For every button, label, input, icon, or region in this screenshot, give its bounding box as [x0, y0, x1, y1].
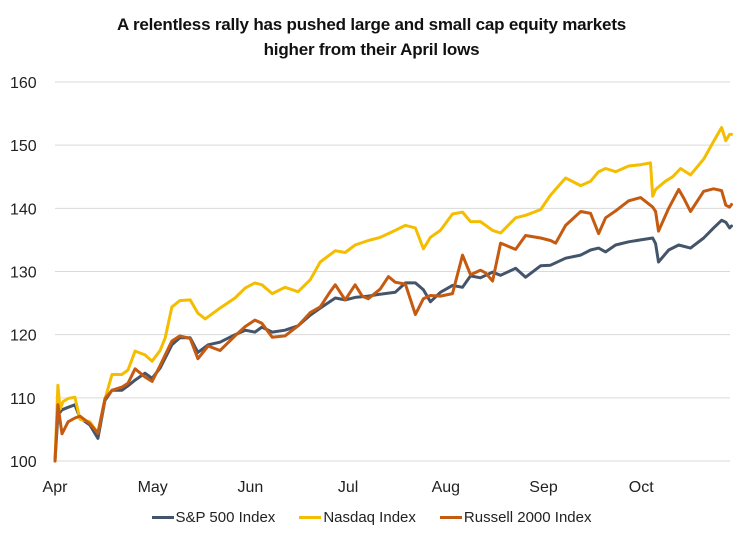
legend-item: S&P 500 Index	[151, 509, 276, 526]
y-tick-label: 100	[10, 454, 37, 471]
x-tick-label: Oct	[629, 479, 654, 496]
gridlines	[55, 81, 730, 462]
x-tick-label: Aug	[432, 479, 460, 496]
chart-title-line-1: A relentless rally has pushed large and …	[116, 15, 627, 34]
legend-label: S&P 500 Index	[175, 509, 276, 526]
x-tick-label: Jun	[238, 479, 264, 496]
legend-item: Russell 2000 Index	[439, 509, 592, 526]
y-tick-label: 160	[10, 75, 37, 92]
x-tick-label: Apr	[43, 479, 69, 496]
chart-title-line-2: higher from their April lows	[263, 40, 480, 59]
y-tick-label: 150	[10, 138, 37, 155]
x-tick-label: Jul	[338, 479, 358, 496]
x-tick-label: May	[138, 479, 168, 496]
legend-swatch	[151, 516, 174, 519]
y-tick-label: 130	[10, 265, 37, 282]
y-axis-ticks: 100 110 120 130 140 150 160	[10, 75, 37, 471]
y-tick-label: 110	[10, 391, 36, 408]
legend-swatch	[299, 516, 322, 519]
legend-item: Nasdaq Index	[299, 509, 416, 526]
legend-swatch	[439, 516, 462, 519]
x-tick-label: Sep	[529, 479, 558, 496]
series-line-nasdaq-index	[53, 126, 733, 463]
series-lines	[53, 126, 733, 463]
series-line-s-p-500-index	[53, 218, 733, 463]
chart-title: A relentless rally has pushed large and …	[0, 12, 743, 62]
legend: S&P 500 Index Nasdaq Index Russell 2000 In…	[0, 509, 743, 526]
series-line-russell-2000-index	[53, 187, 733, 463]
x-axis-ticks: Apr May Jun Jul Aug Sep Oct	[43, 479, 655, 496]
legend-label: Nasdaq Index	[323, 509, 416, 526]
legend-label: Russell 2000 Index	[463, 509, 592, 526]
y-tick-label: 140	[10, 201, 37, 218]
y-tick-label: 120	[10, 328, 37, 345]
